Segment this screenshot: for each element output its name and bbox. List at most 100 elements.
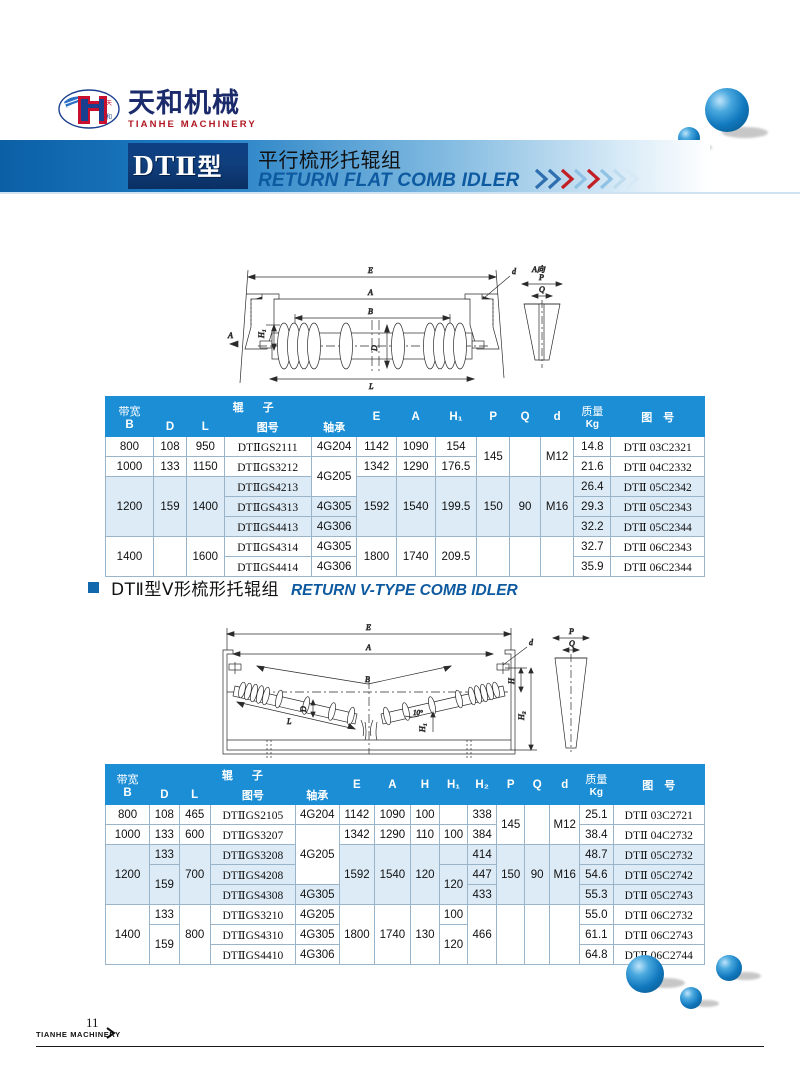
svg-text:H₁: H₁ [418,723,427,733]
svg-text:H₂: H₂ [517,711,526,721]
cell-H1: 209.5 [434,536,478,577]
cell-L: 465 [178,804,211,825]
cell-D: 108 [152,436,188,457]
cell-Q: 90 [509,476,541,537]
cell-bearing: 4G305 [294,884,340,905]
cell-H1: 199.5 [434,476,478,537]
cell-bearing: 4G305 [294,924,340,945]
cell-roller-no: DTⅡGS4413 [223,516,312,537]
cell-H: 120 [409,844,441,905]
cell-fig-no: DTⅡ 05C2343 [610,496,705,517]
section-2-heading: DTⅡ型V形梳形托辊组 RETURN V-TYPE COMB IDLER [88,575,518,600]
cell-mass: 55.0 [579,904,614,925]
cell-roller-no: DTⅡGS4213 [223,476,312,497]
model-badge-text: DTⅡ型 [133,145,251,187]
cell-d: M16 [539,476,575,537]
cell-A: 1740 [374,904,411,965]
th-H: H [409,764,441,805]
cell-D: 133 [149,844,180,865]
cell-H2: 433 [466,884,498,905]
th-band-width: 带宽 B [105,396,154,437]
th-d: d [539,396,575,437]
th-band-width: 带宽 B [104,764,151,805]
bullet-square-icon [88,582,99,593]
table2-header-row-1: 带宽 B 辊 子 E A H H₁ H₂ P Q d 质量 Kg 图 号 [104,764,706,805]
decorative-sphere-small [680,987,702,1009]
cell-Q [509,436,541,477]
cell-D: 159 [149,864,180,905]
cell-fig-no: DTⅡ 03C2721 [612,804,706,825]
table1-body: 800 108 950 DTⅡGS2111 4G204 1142 1090 15… [105,436,705,577]
cell-L: 700 [178,844,211,905]
cell-mass: 38.4 [579,824,614,845]
svg-text:B: B [365,675,370,684]
cell-bearing: 4G306 [310,556,358,577]
th-fig-no: 图 号 [612,764,706,805]
decorative-sphere-medium [716,955,742,981]
svg-text:P: P [538,273,544,282]
cell-D [152,536,188,577]
cell-bearing: 4G205 [310,456,358,497]
cell-A: 1540 [395,476,436,537]
cell-roller-no: DTⅡGS4208 [209,864,296,885]
cell-D: 133 [152,456,188,477]
cell-L: 1400 [186,476,225,537]
table-row: DTⅡGS4413 4G306 32.2 DTⅡ 05C2344 [106,516,705,537]
cell-D: 159 [149,924,180,965]
svg-text:天: 天 [106,100,112,107]
cell-B: 1200 [104,844,151,905]
cell-D: 133 [149,904,180,925]
th-E: E [356,396,397,437]
cell-L: 800 [178,904,211,965]
cell-fig-no: DTⅡ 04C2732 [612,824,706,845]
table1-header-row-1: 带宽 B 辊 子 E A H₁ P Q d 质量 Kg 图 号 [105,396,705,437]
cell-A: 1090 [374,804,411,825]
v-type-comb-idler-spec-table: 带宽 B 辊 子 E A H H₁ H₂ P Q d 质量 Kg 图 号 D L… [104,764,706,965]
cell-B: 1000 [105,456,154,477]
cell-d: M12 [549,804,581,845]
th-Q: Q [509,396,541,437]
flat-comb-idler-drawing: E A B d A [222,258,582,390]
cell-B: 800 [104,804,151,825]
th-P: P [476,396,511,437]
cell-A: 1290 [395,456,436,477]
cell-D: 108 [149,804,180,825]
cell-mass: 29.3 [573,496,612,517]
cell-Q [509,536,541,577]
cell-H: 110 [409,824,441,845]
cell-bearing: 4G205 [294,824,340,885]
svg-text:L: L [286,717,292,726]
th-bearing: 轴承 [310,416,358,437]
cell-roller-no: DTⅡGS4314 [223,536,312,557]
table1-header-row-2: D L 图号 轴承 [106,416,705,437]
table-row: DTⅡGS4414 4G306 35.9 DTⅡ 06C2344 [106,556,705,577]
cell-D: 159 [152,476,188,537]
cell-H1: 154 [434,436,478,457]
cell-bearing: 4G306 [294,944,340,965]
cell-d [549,904,581,965]
th-L: L [178,784,211,805]
cell-roller-no: DTⅡGS4310 [209,924,296,945]
svg-text:A向: A向 [531,265,546,274]
svg-text:E: E [367,266,373,275]
th-D: D [152,416,188,437]
cell-P: 150 [496,844,526,905]
v-type-comb-idler-drawing: E A B d [205,620,595,760]
cell-A: 1090 [395,436,436,457]
tianhe-logo-icon: 天 和 [58,88,120,132]
th-P: P [496,764,526,805]
cell-mass: 61.1 [579,924,614,945]
cell-fig-no: DTⅡ 06C2743 [612,924,706,945]
cell-d [539,536,575,577]
cell-mass: 48.7 [579,844,614,865]
cell-mass: 21.6 [573,456,612,477]
th-mass: 质量 Kg [573,396,612,437]
cell-E: 1142 [356,436,397,457]
cell-L: 950 [186,436,225,457]
cell-H1: 100 [439,904,468,925]
cell-roller-no: DTⅡGS3210 [209,904,296,925]
svg-text:d: d [529,638,534,647]
cell-fig-no: DTⅡ 05C2732 [612,844,706,865]
cell-fig-no: DTⅡ 05C2742 [612,864,706,885]
cell-Q [524,804,551,845]
